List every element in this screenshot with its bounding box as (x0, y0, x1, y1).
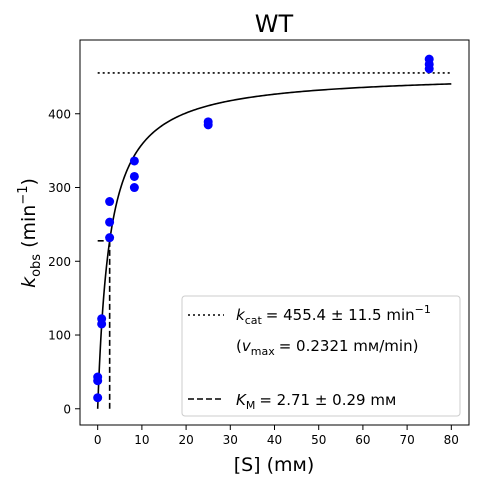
data-point (105, 233, 115, 243)
y-tick-label: 300 (48, 181, 71, 195)
y-axis-label-close: ) (18, 178, 40, 185)
data-point (105, 217, 115, 227)
y-tick-label: 200 (48, 255, 71, 269)
y-tick-label: 100 (48, 329, 71, 343)
x-tick-label: 70 (399, 433, 414, 447)
plot-content (93, 54, 452, 409)
x-tick-label: 0 (94, 433, 102, 447)
x-axis-label: [S] (mм) (234, 454, 315, 476)
x-tick-label: 20 (178, 433, 193, 447)
legend: kcat = 455.4 ± 11.5 min−1 (vmax = 0.2321 m… (181, 295, 461, 417)
y-axis-label-exp: −1 (16, 186, 31, 205)
y-axis-ticks: 0 100 200 300 400 (48, 107, 80, 416)
data-point (203, 117, 213, 127)
plot-frame (79, 39, 470, 426)
data-point (97, 314, 107, 324)
chart-title: WT (255, 10, 294, 38)
data-point (129, 183, 139, 193)
x-tick-label: 50 (311, 433, 326, 447)
data-point (93, 372, 103, 382)
legend-km-label: KM = 2.71 ± 0.29 mм (236, 391, 396, 412)
y-axis-label-sub: obs (29, 254, 44, 277)
svg-text:kobs(min−1): kobs (min−1) (16, 178, 44, 288)
fit-curve (96, 83, 452, 409)
legend-vmax-label: (vmax = 0.2321 mм/min) (236, 337, 418, 358)
x-tick-label: 40 (267, 433, 282, 447)
x-axis-ticks: 0 10 20 30 40 50 60 70 80 (94, 425, 459, 447)
y-axis-label-unit: (min (18, 205, 40, 248)
y-tick-label: 400 (48, 107, 71, 121)
legend-kcat-label: kcat = 455.4 ± 11.5 min−1 (236, 303, 431, 327)
data-point (424, 54, 434, 64)
y-axis-label-base: k (18, 276, 40, 288)
x-tick-label: 10 (134, 433, 149, 447)
data-point (129, 156, 139, 166)
x-tick-label: 80 (444, 433, 459, 447)
x-tick-label: 30 (223, 433, 238, 447)
data-point (105, 197, 115, 207)
x-tick-label: 60 (355, 433, 370, 447)
legend-box (181, 295, 461, 417)
data-point (129, 171, 139, 181)
y-tick-label: 0 (63, 402, 71, 416)
data-point (93, 393, 103, 403)
y-axis-label: kobs (min−1) (16, 178, 44, 288)
